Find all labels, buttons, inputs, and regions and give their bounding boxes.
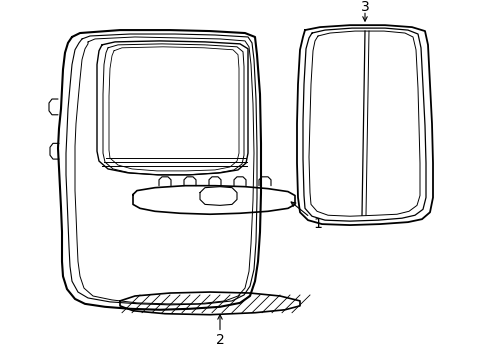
- Text: 2: 2: [215, 333, 224, 347]
- Text: 1: 1: [313, 217, 322, 231]
- Text: 3: 3: [360, 0, 368, 14]
